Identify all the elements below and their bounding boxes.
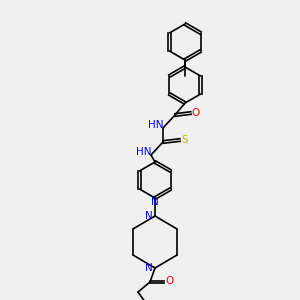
Text: N: N [145, 263, 153, 273]
Text: O: O [165, 276, 173, 286]
Text: HN: HN [148, 120, 164, 130]
Text: S: S [182, 135, 188, 145]
Text: N: N [151, 197, 159, 207]
Text: HN: HN [136, 147, 152, 157]
Text: O: O [192, 108, 200, 118]
Text: N: N [145, 211, 153, 221]
